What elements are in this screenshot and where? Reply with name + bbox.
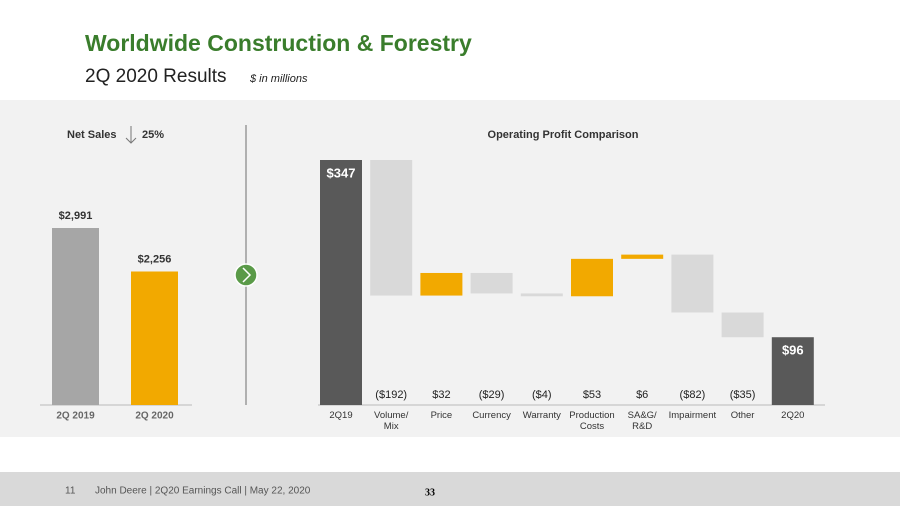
x-tick-label: SA&G/ R&D xyxy=(627,410,657,432)
footer-text: John Deere | 2Q20 Earnings Call | May 22… xyxy=(95,486,311,497)
x-tick-label: Other xyxy=(730,410,755,421)
x-tick-label: 2Q 2020 xyxy=(135,411,174,422)
x-tick-label: 2Q20 xyxy=(781,410,805,421)
subtitle: 2Q 2020 Results xyxy=(85,66,227,87)
bar xyxy=(520,293,563,297)
net-sales-title: Net Sales xyxy=(67,129,117,141)
x-tick-label: Warranty xyxy=(522,410,561,421)
op-title: Operating Profit Comparison xyxy=(488,129,639,141)
value-label: ($82) xyxy=(680,389,706,401)
x-tick-label: Volume/ Mix xyxy=(374,410,409,432)
x-tick-label: 2Q19 xyxy=(329,410,353,421)
value-label: $2,256 xyxy=(138,253,172,265)
bar xyxy=(721,312,764,338)
value-label: $2,991 xyxy=(59,210,93,222)
note: $ in millions xyxy=(249,73,308,85)
x-tick-label: Production Costs xyxy=(569,410,615,432)
bar xyxy=(420,272,463,296)
footer-page: 11 xyxy=(65,486,76,497)
bar xyxy=(52,228,99,405)
value-label: $347 xyxy=(327,165,356,180)
value-label: ($29) xyxy=(479,389,505,401)
arrow-icon xyxy=(234,263,258,287)
x-tick-label: Price xyxy=(430,410,453,421)
down-arrow xyxy=(125,126,137,144)
bar xyxy=(621,254,664,259)
footer-band xyxy=(0,472,900,506)
bar xyxy=(370,160,413,296)
bar xyxy=(671,254,714,313)
value-label: $6 xyxy=(636,389,648,401)
bar xyxy=(131,271,178,405)
x-tick-label: Currency xyxy=(472,410,511,421)
arrow-icon-chevron xyxy=(242,267,252,283)
bar xyxy=(320,160,362,405)
x-tick-label: 2Q 2019 xyxy=(56,411,95,422)
net-sales-change: 25% xyxy=(142,129,164,141)
value-label: $96 xyxy=(782,343,804,358)
footer-number: 33 xyxy=(425,487,435,498)
value-label: $53 xyxy=(583,389,601,401)
value-label: $32 xyxy=(432,389,450,401)
title: Worldwide Construction & Forestry xyxy=(85,30,472,56)
value-label: ($4) xyxy=(532,389,552,401)
value-label: ($35) xyxy=(730,389,756,401)
bar xyxy=(470,272,513,294)
value-label: ($192) xyxy=(375,389,407,401)
x-tick-label: Impairment xyxy=(668,410,717,421)
bar xyxy=(571,258,613,297)
bar xyxy=(771,337,814,405)
